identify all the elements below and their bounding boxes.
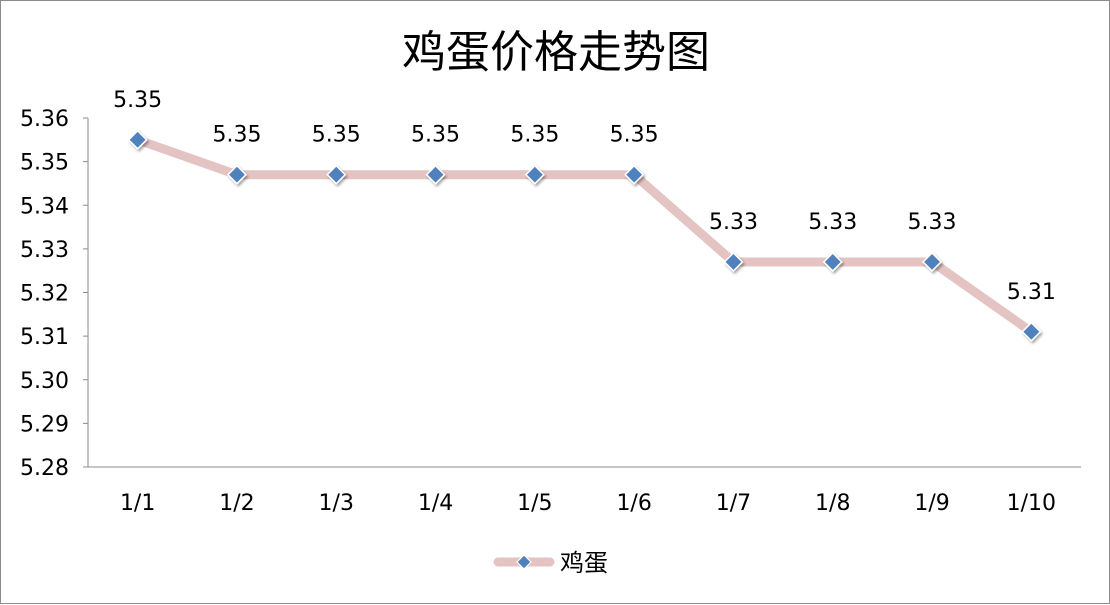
data-label: 5.35 xyxy=(411,123,460,148)
data-point-marker xyxy=(127,129,148,150)
data-label: 5.33 xyxy=(908,210,957,235)
data-point-marker xyxy=(326,164,347,185)
x-tick-label: 1/5 xyxy=(517,491,552,516)
legend-series-name: 鸡蛋 xyxy=(560,549,608,577)
data-point-marker xyxy=(524,164,545,185)
y-tick-label: 5.28 xyxy=(20,456,69,481)
data-label: 5.35 xyxy=(610,123,659,148)
data-point-marker xyxy=(921,251,943,273)
legend: 鸡蛋 xyxy=(493,549,608,577)
chart-title: 鸡蛋价格走势图 xyxy=(402,27,710,78)
data-label: 5.35 xyxy=(113,88,162,113)
y-tick-label: 5.31 xyxy=(20,325,69,350)
data-labels: 5.35 5.35 5.35 5.35 5.35 5.35 5.33 5.33 5.33 5.31 xyxy=(113,88,1056,305)
data-label: 5.35 xyxy=(212,123,261,148)
x-tick-label: 1/1 xyxy=(120,491,155,516)
x-tick-label: 1/4 xyxy=(418,491,453,516)
x-tick-label: 1/6 xyxy=(616,491,651,516)
data-label: 5.31 xyxy=(1007,280,1056,305)
data-label: 5.33 xyxy=(808,210,857,235)
data-point-marker xyxy=(822,251,843,273)
legend-marker-swatch xyxy=(516,554,532,570)
data-point-marker xyxy=(723,251,744,273)
axes xyxy=(87,118,1081,468)
series-line-group xyxy=(133,135,1036,337)
y-axis-ticks: 5.28 5.29 5.30 5.31 5.32 5.33 5.34 5.35 5.36 xyxy=(20,107,88,481)
data-label: 5.33 xyxy=(709,210,758,235)
data-label: 5.35 xyxy=(510,123,559,148)
x-tick-label: 1/3 xyxy=(319,491,354,516)
x-tick-label: 1/8 xyxy=(815,491,850,516)
data-label: 5.35 xyxy=(312,123,361,148)
y-tick-label: 5.32 xyxy=(20,282,69,307)
x-tick-label: 1/10 xyxy=(1007,491,1056,516)
data-point-marker xyxy=(226,164,248,185)
y-tick-label: 5.30 xyxy=(20,369,69,394)
x-tick-label: 1/2 xyxy=(219,491,254,516)
data-point-marker xyxy=(1021,321,1042,342)
x-tick-label: 1/7 xyxy=(716,491,751,516)
y-tick-label: 5.33 xyxy=(20,238,69,263)
series-line xyxy=(133,135,1036,337)
data-point-marker xyxy=(624,164,645,185)
y-tick-label: 5.34 xyxy=(20,194,69,219)
series-markers xyxy=(127,129,1042,342)
x-axis-ticks: 1/1 1/2 1/3 1/4 1/5 1/6 1/7 1/8 1/9 1/10 xyxy=(120,491,1056,516)
y-tick-label: 5.36 xyxy=(20,107,69,132)
y-tick-label: 5.35 xyxy=(20,151,69,176)
y-tick-label: 5.29 xyxy=(20,412,69,437)
x-tick-label: 1/9 xyxy=(914,491,949,516)
data-point-marker xyxy=(425,164,446,185)
